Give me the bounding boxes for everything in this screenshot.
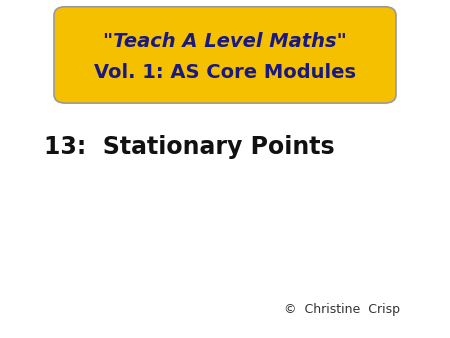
Text: ©  Christine  Crisp: © Christine Crisp xyxy=(284,303,400,316)
Text: 13:  Stationary Points: 13: Stationary Points xyxy=(44,135,334,159)
Text: "Teach A Level Maths": "Teach A Level Maths" xyxy=(103,32,347,51)
FancyBboxPatch shape xyxy=(54,7,396,103)
Text: Vol. 1: AS Core Modules: Vol. 1: AS Core Modules xyxy=(94,63,356,82)
